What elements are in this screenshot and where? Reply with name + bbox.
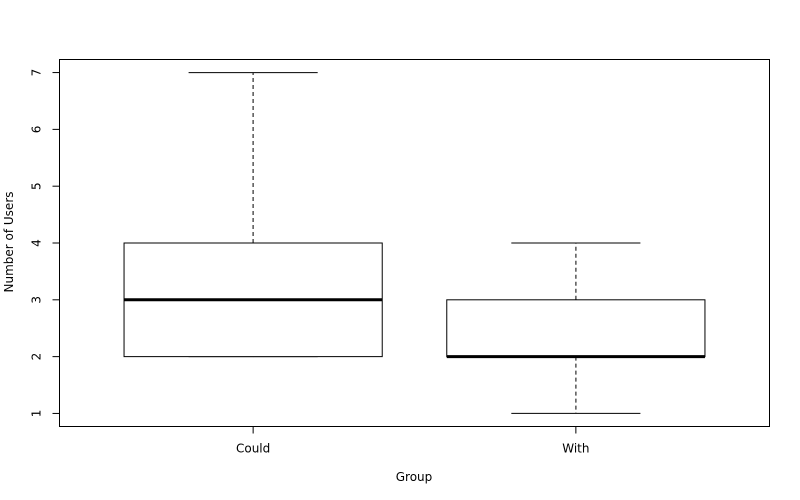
- box-group-with: [446, 242, 706, 414]
- y-axis-label: Number of Users: [2, 191, 16, 292]
- y-tick-label: 4: [30, 239, 44, 247]
- y-tick-label: 5: [30, 182, 44, 190]
- x-tick-label: Could: [236, 442, 270, 456]
- y-tick-label: 2: [30, 353, 44, 361]
- iqr-box: [446, 299, 706, 358]
- y-tick-label: 1: [30, 410, 44, 418]
- y-axis: 1 2 3 4 5 6 7: [30, 69, 60, 418]
- boxes-layer: [123, 72, 706, 414]
- y-tick-label: 7: [30, 69, 44, 77]
- y-tick-label: 3: [30, 296, 44, 304]
- box-group-could: [123, 72, 383, 358]
- x-tick-label: With: [562, 442, 589, 456]
- x-axis-label: Group: [396, 470, 433, 484]
- y-tick-label: 6: [30, 126, 44, 134]
- x-axis: Could With: [236, 426, 589, 456]
